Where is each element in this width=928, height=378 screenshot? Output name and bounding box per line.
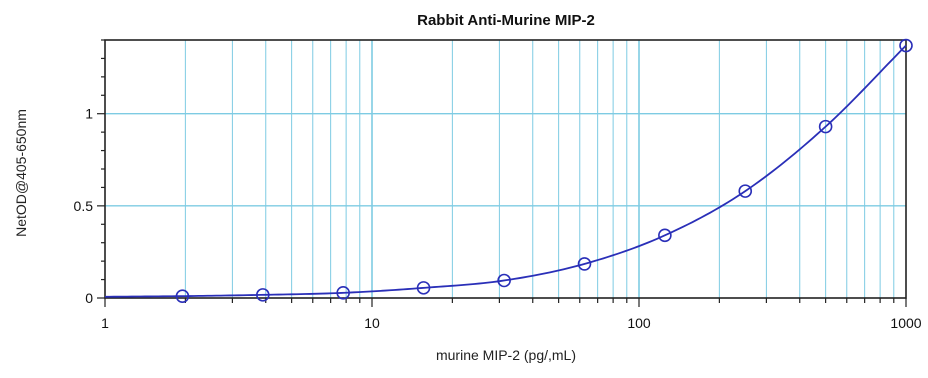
- data-point: [818, 119, 833, 134]
- chart-title: Rabbit Anti-Murine MIP-2: [417, 12, 595, 29]
- grid-layer: [105, 40, 906, 298]
- data-point: [497, 273, 511, 288]
- x-tick-label: 100: [627, 315, 651, 331]
- data-point: [738, 184, 753, 198]
- curve-layer: [104, 44, 907, 298]
- data-point: [658, 228, 672, 243]
- fit-curve: [104, 44, 907, 298]
- y-axis-label: NetOD@405-650nm: [13, 109, 29, 237]
- data-point: [336, 286, 350, 300]
- x-tick-label: 10: [364, 315, 380, 331]
- x-tick-label: 1: [101, 315, 109, 331]
- y-tick-label: 0: [85, 290, 93, 306]
- data-point: [899, 38, 913, 53]
- x-tick-label: 1000: [890, 315, 921, 331]
- tick-label-layer: 1 10 100 1000 0 0.5 1: [74, 106, 922, 331]
- y-tick-label: 0.5: [74, 198, 94, 214]
- x-axis-label: murine MIP-2 (pg/,mL): [436, 347, 576, 363]
- plot-background: [105, 40, 906, 298]
- data-point: [175, 289, 190, 303]
- y-tick-label: 1: [85, 106, 93, 122]
- data-point: [577, 257, 592, 271]
- axis-layer: [97, 39, 907, 307]
- point-layer: [175, 38, 913, 303]
- data-point: [416, 281, 431, 295]
- data-point: [256, 288, 270, 302]
